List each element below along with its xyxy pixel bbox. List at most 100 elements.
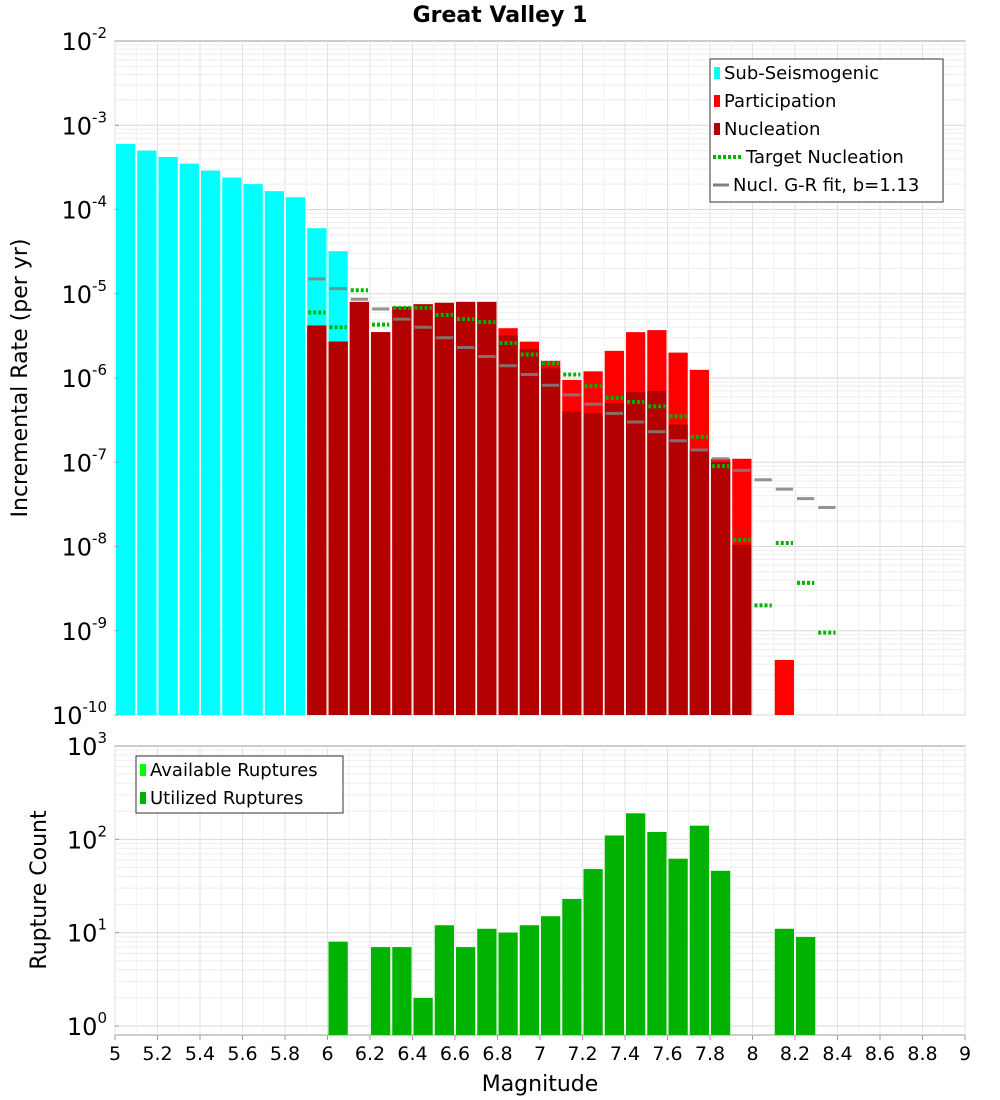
x-tick-label: 5 — [109, 1043, 121, 1065]
nucleation-bar — [668, 424, 688, 715]
top-y-tick-label: 10-7 — [61, 445, 107, 477]
utilized-ruptures-bar — [668, 858, 688, 1035]
utilized-ruptures-bar — [711, 870, 731, 1035]
top-y-tick-label: 10-4 — [61, 193, 107, 225]
legend-label-nucleation: Nucleation — [724, 119, 820, 140]
sub-seismogenic-bar — [243, 184, 263, 715]
x-tick-label: 7.8 — [695, 1043, 725, 1065]
bottom-y-axis-label: Rupture Count — [27, 810, 52, 970]
utilized-ruptures-bar — [519, 925, 539, 1035]
x-tick-label: 6 — [321, 1043, 333, 1065]
x-tick-label: 8.8 — [907, 1043, 937, 1065]
nucleation-bar — [307, 325, 327, 715]
bottom-legend: Available Ruptures Utilized Ruptures — [135, 755, 344, 814]
top-y-tick-label: 10-6 — [61, 361, 107, 393]
bottom-y-tick-labels: 100 101 102 103 — [67, 729, 119, 1041]
utilized-ruptures-bar — [371, 947, 391, 1035]
top-y-tick-label: 10-5 — [61, 277, 107, 309]
legend-label-sub-seismogenic: Sub-Seismogenic — [724, 63, 879, 84]
utilized-ruptures-bar — [626, 813, 646, 1035]
top-y-tick-labels: 10-10 10-9 10-8 10-7 10-6 10-5 10-4 10-3 10-2 — [52, 24, 119, 730]
legend-label-gr-fit: Nucl. G-R fit, b=1.13 — [733, 175, 919, 196]
x-tick-label: 5.2 — [142, 1043, 172, 1065]
sub-seismogenic-bar — [201, 170, 221, 715]
nucleation-bar — [413, 304, 433, 715]
x-tick-label: 7 — [534, 1043, 546, 1065]
utilized-ruptures-bar — [541, 916, 561, 1035]
nucleation-bar — [498, 335, 518, 715]
x-tick-label: 7.4 — [610, 1043, 640, 1065]
top-y-tick-label: 10-2 — [61, 24, 107, 56]
bottom-grid — [114, 746, 966, 1035]
utilized-ruptures-bar — [647, 831, 667, 1035]
legend-label-participation: Participation — [724, 91, 836, 112]
bottom-y-tick-label: 103 — [67, 729, 107, 761]
sub-seismogenic-bar — [222, 177, 242, 715]
bottom-y-tick-label: 101 — [67, 916, 107, 948]
bottom-y-tick-label: 100 — [67, 1009, 107, 1041]
x-tick-label: 6.6 — [440, 1043, 470, 1065]
x-tick-label: 7.6 — [652, 1043, 682, 1065]
nucleation-bar — [349, 301, 369, 715]
top-bars — [116, 143, 794, 716]
top-y-tick-label: 10-9 — [61, 614, 107, 646]
top-y-tick-label: 10-8 — [61, 530, 107, 562]
nucleation-bar — [434, 302, 454, 715]
nucleation-bar — [647, 391, 667, 715]
utilized-ruptures-bar — [413, 997, 433, 1035]
nucleation-bar — [562, 411, 582, 715]
x-tick-label: 5.6 — [227, 1043, 257, 1065]
x-tick-label: 7.2 — [567, 1043, 597, 1065]
nucleation-bar — [477, 301, 497, 715]
utilized-ruptures-bar — [562, 898, 582, 1035]
nucleation-bar — [626, 392, 646, 715]
participation-bar — [774, 659, 794, 715]
x-tick-label: 9 — [959, 1043, 971, 1065]
utilized-ruptures-bar — [604, 835, 624, 1035]
nucleation-bar — [711, 462, 731, 715]
legend-label-utilized-ruptures: Utilized Ruptures — [150, 788, 303, 809]
x-tick-label: 6.8 — [482, 1043, 512, 1065]
top-plot: 10-10 10-9 10-8 10-7 10-6 10-5 10-4 10-3 10-2 In… — [8, 24, 966, 730]
legend-label-target-nucleation: Target Nucleation — [745, 147, 904, 168]
nucleation-bar — [456, 301, 476, 715]
legend-swatch-sub-seismogenic — [714, 67, 720, 79]
x-tick-label: 8.6 — [865, 1043, 895, 1065]
nucleation-bar — [392, 306, 412, 715]
bottom-bars — [328, 813, 816, 1035]
x-axis-label: Magnitude — [482, 1072, 599, 1097]
chart-title: Great Valley 1 — [413, 3, 588, 28]
nucleation-bar — [689, 449, 709, 715]
utilized-ruptures-bar — [796, 936, 816, 1035]
nucleation-bar — [732, 544, 752, 715]
x-tick-labels: 5 5.2 5.4 5.6 5.8 6 6.2 6.4 6.6 6.8 7 7.2 7.4 7.6 7.8 8… — [109, 1035, 971, 1065]
x-tick-label: 8 — [746, 1043, 758, 1065]
utilized-ruptures-bar — [689, 825, 709, 1035]
utilized-ruptures-bar — [583, 869, 603, 1035]
utilized-ruptures-bar — [392, 947, 412, 1035]
x-tick-label: 8.2 — [780, 1043, 810, 1065]
utilized-ruptures-bar — [498, 932, 518, 1035]
nucleation-bar — [604, 403, 624, 715]
legend-swatch-participation — [714, 95, 720, 107]
nucleation-bar — [541, 368, 561, 715]
legend-swatch-utilized-ruptures — [140, 792, 146, 804]
legend-label-available-ruptures: Available Ruptures — [150, 760, 318, 781]
top-legend: Sub-Seismogenic Participation Nucleation… — [709, 58, 944, 203]
sub-seismogenic-bar — [137, 150, 157, 716]
legend-swatch-nucleation — [714, 123, 720, 135]
top-y-tick-label: 10-10 — [52, 698, 107, 730]
x-tick-label: 5.4 — [185, 1043, 215, 1065]
sub-seismogenic-bar — [286, 197, 306, 715]
sub-seismogenic-bar — [179, 163, 199, 716]
utilized-ruptures-bar — [456, 947, 476, 1035]
bottom-legend-box — [135, 755, 344, 814]
top-legend-box — [709, 58, 944, 203]
top-y-axis-label: Incremental Rate (per yr) — [8, 239, 33, 518]
sub-seismogenic-bar — [116, 143, 136, 716]
nucleation-bar — [371, 332, 391, 715]
sub-seismogenic-bar — [158, 156, 178, 716]
bottom-plot: 100 101 102 103 Rupture Count Available Rup… — [27, 729, 966, 1041]
legend-swatch-available-ruptures — [140, 764, 146, 776]
